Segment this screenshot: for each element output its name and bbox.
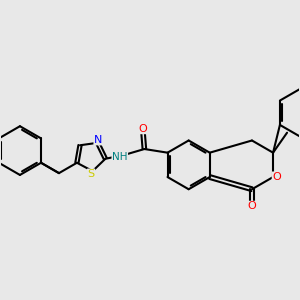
- Text: N: N: [94, 135, 102, 145]
- Text: O: O: [248, 201, 256, 211]
- Text: S: S: [88, 169, 95, 179]
- Text: O: O: [272, 172, 281, 182]
- Text: O: O: [139, 124, 147, 134]
- Text: NH: NH: [112, 152, 128, 162]
